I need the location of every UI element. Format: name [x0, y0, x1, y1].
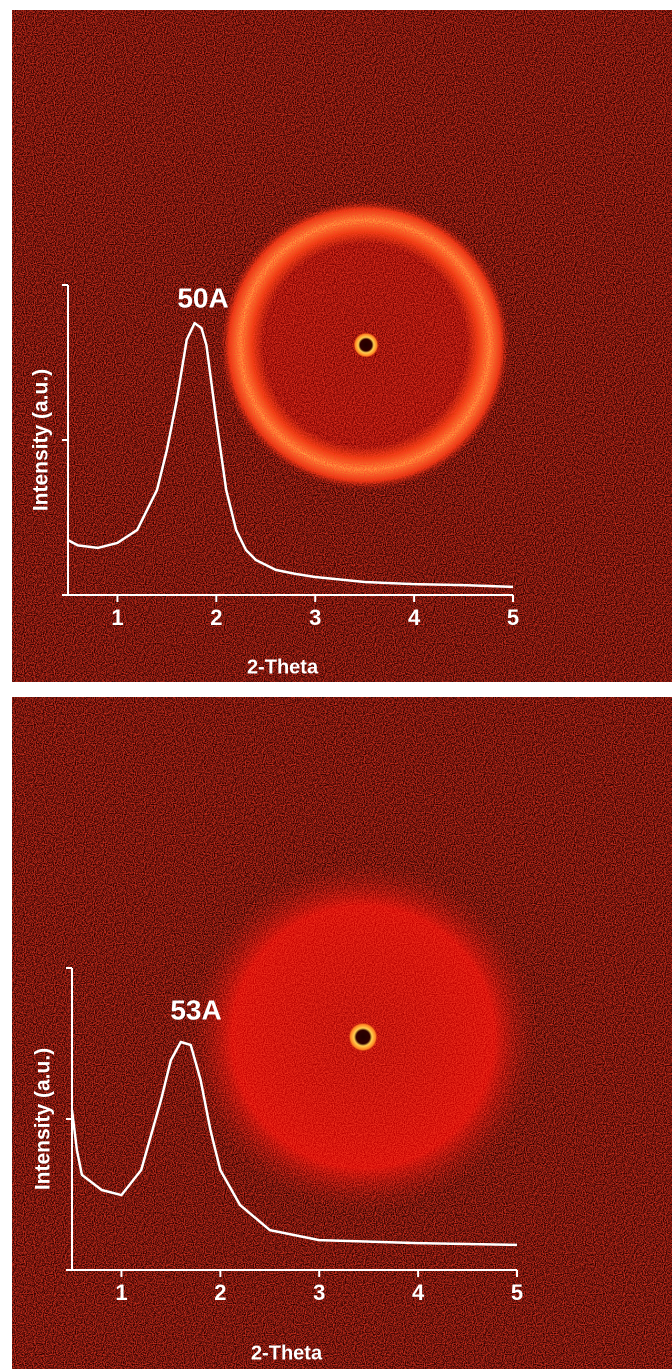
peak-annotation: 53A — [170, 994, 221, 1025]
x-tick-label: 2 — [214, 1280, 226, 1305]
data-line — [70, 1040, 518, 1247]
panel-background — [12, 10, 672, 682]
x-axis-label: 2-Theta — [247, 656, 319, 678]
x-tick-label: 2 — [210, 605, 222, 630]
y-axis-label: Intensity (a.u.) — [30, 369, 53, 511]
x-tick-label: 3 — [309, 605, 321, 630]
x-tick-label: 4 — [408, 605, 421, 630]
panel-background — [12, 697, 672, 1369]
x-tick-label: 1 — [115, 1280, 127, 1305]
x-axis-label: 2-Theta — [251, 1342, 323, 1364]
x-tick-label: 4 — [412, 1280, 425, 1305]
x-tick-label: 5 — [507, 605, 519, 630]
peak-annotation: 50A — [177, 282, 228, 313]
y-axis-label: Intensity (a.u.) — [32, 1048, 55, 1190]
data-line — [67, 321, 514, 589]
x-tick-label: 1 — [111, 605, 123, 630]
x-tick-label: 3 — [313, 1280, 325, 1305]
x-tick-label: 5 — [511, 1280, 523, 1305]
